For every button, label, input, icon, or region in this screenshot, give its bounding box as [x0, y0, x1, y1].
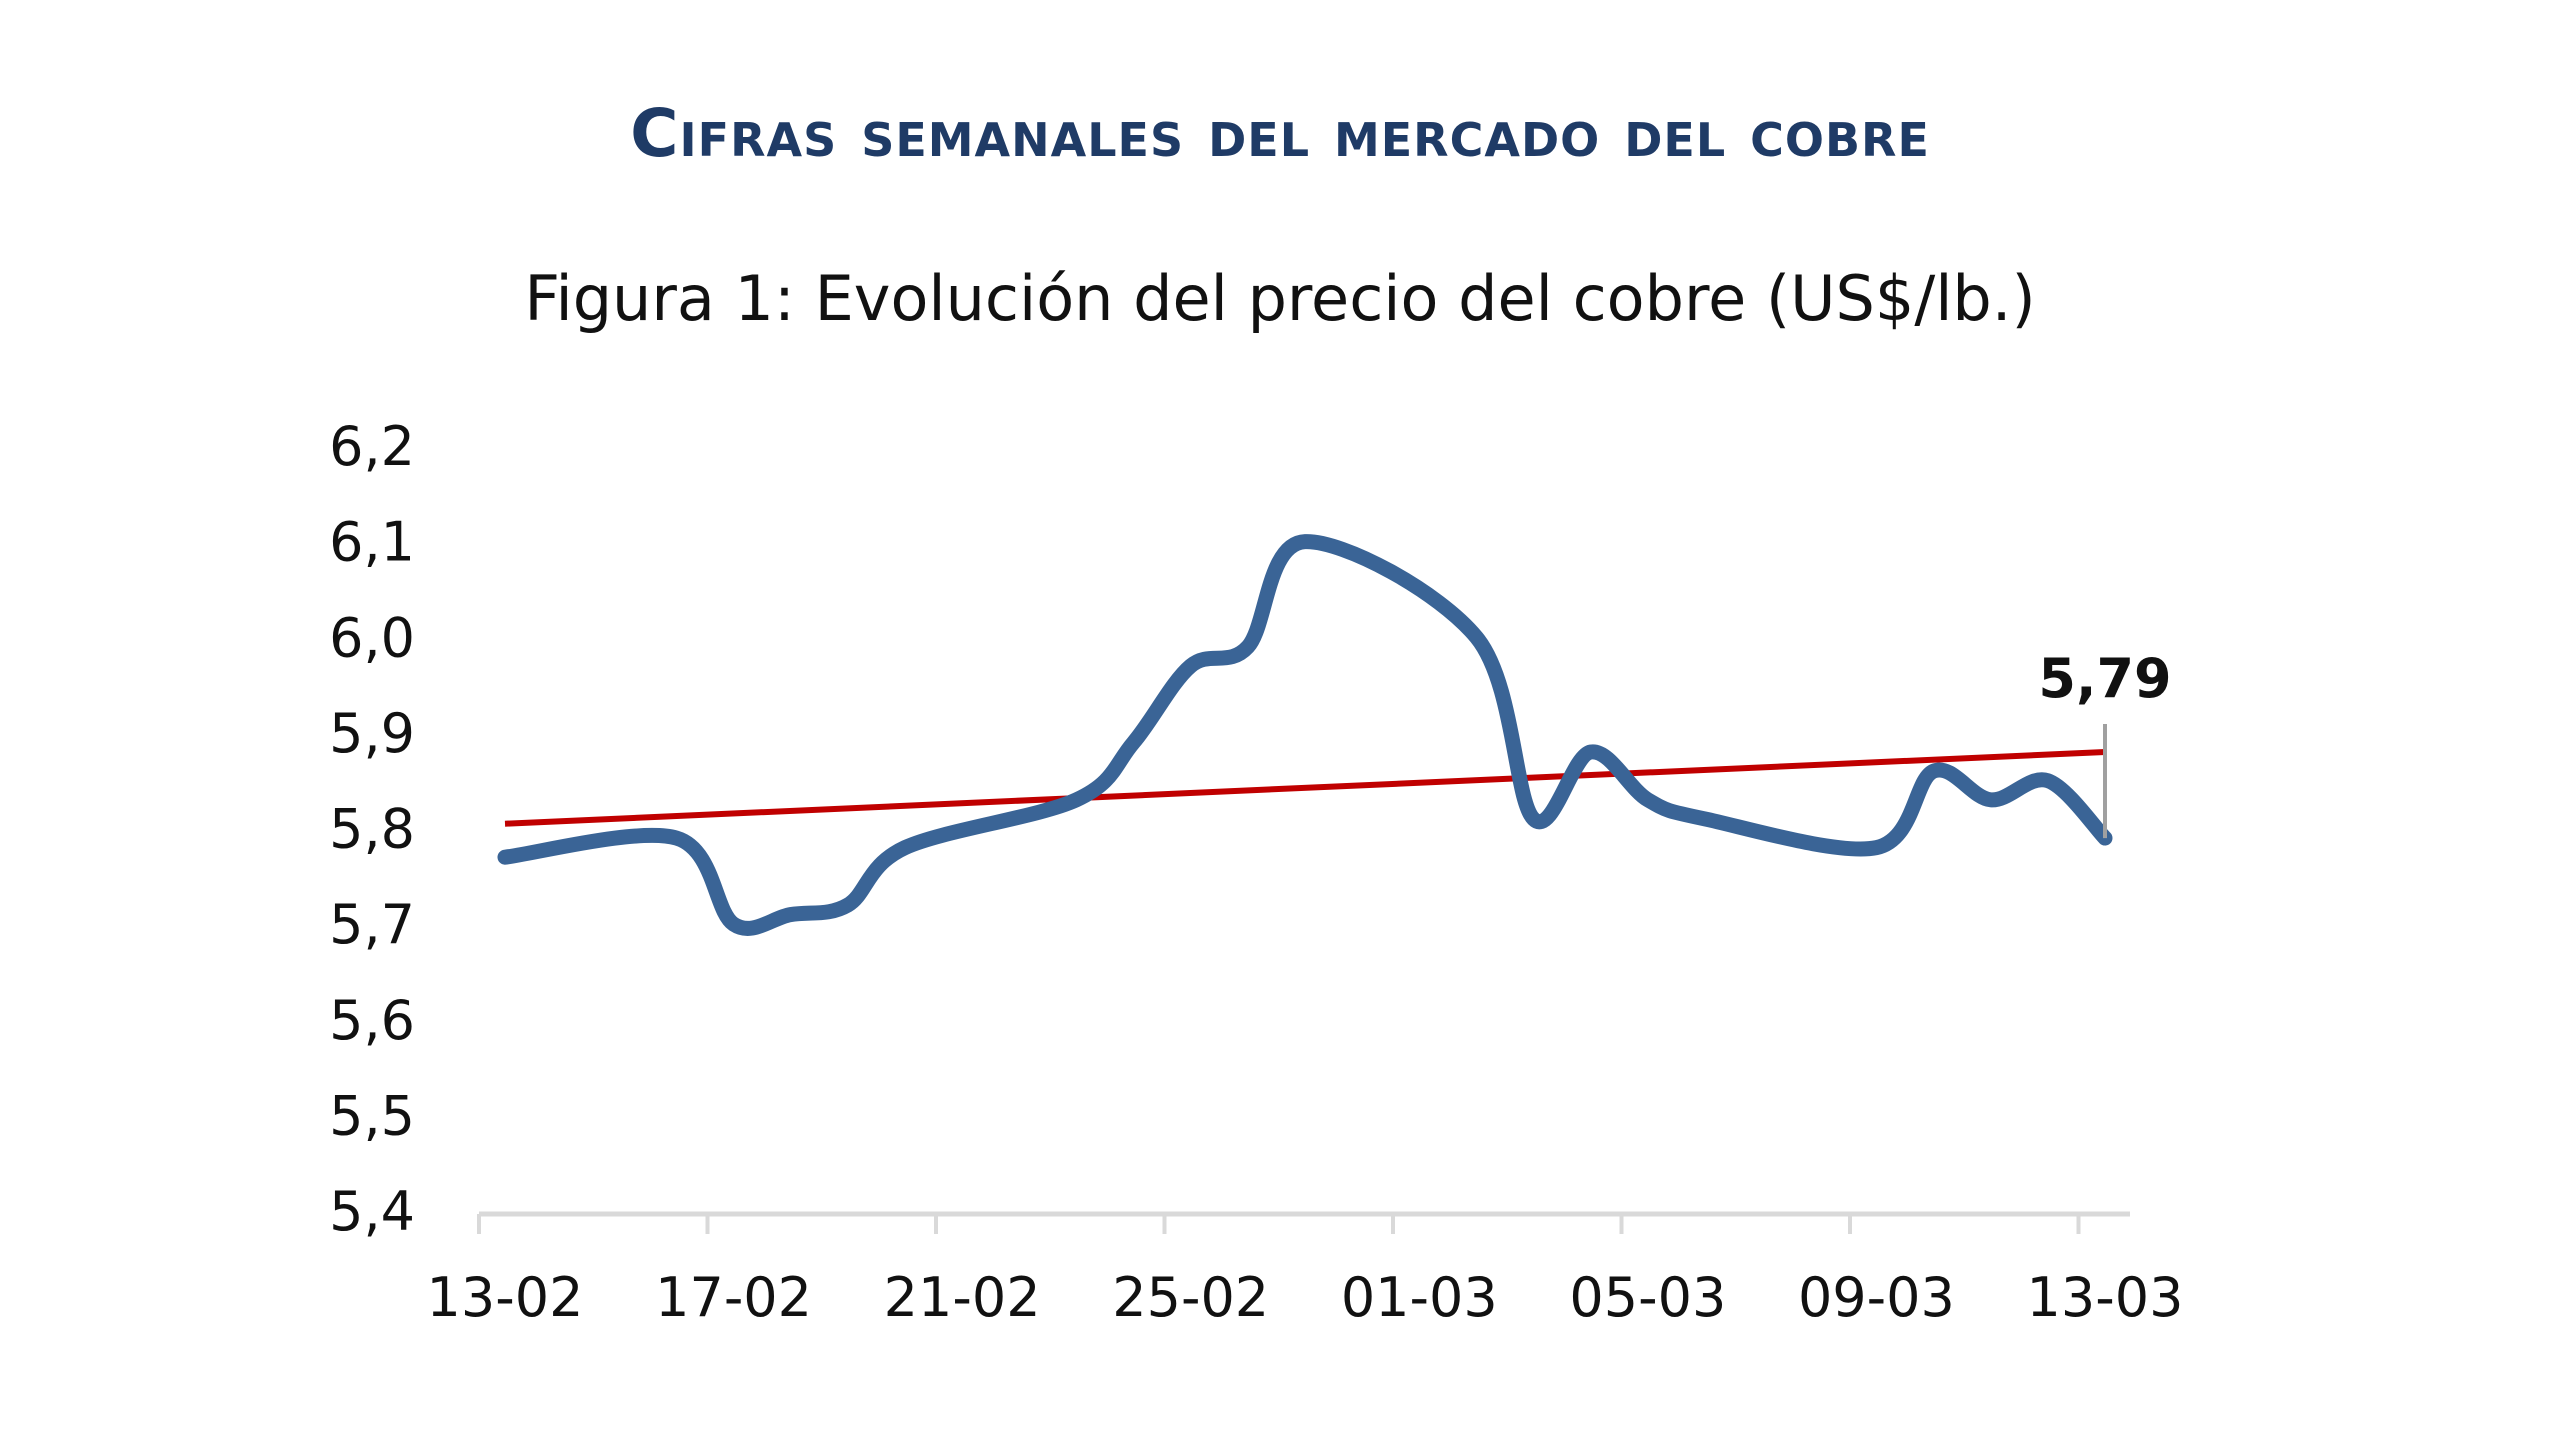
x-tick-label: 21-02 [884, 1266, 1041, 1329]
x-tick-label: 05-03 [1569, 1266, 1726, 1329]
x-tick-label: 09-03 [1798, 1266, 1955, 1329]
y-tick-label: 6,2 [329, 415, 415, 478]
x-tick-label: 13-02 [427, 1266, 584, 1329]
y-tick-label: 5,5 [329, 1084, 415, 1147]
last-value-label: 5,79 [2038, 647, 2171, 710]
x-axis: 13-02 17-02 21-02 25-02 01-03 05-03 09-03 13-03 [427, 1211, 2184, 1329]
y-tick-label: 5,8 [329, 798, 415, 861]
y-tick-label: 5,4 [329, 1180, 415, 1243]
y-tick-label: 6,0 [329, 606, 415, 669]
price-line [497, 534, 2113, 936]
chart-title: Figura 1: Evolución del precio del cobre… [524, 262, 2036, 335]
y-axis: 6,2 6,1 6,0 5,9 5,8 5,7 5,6 5,5 5,4 [329, 415, 415, 1243]
x-tick-label: 13-03 [2027, 1266, 2184, 1329]
x-tick-label: 01-03 [1341, 1266, 1498, 1329]
x-tick-label: 17-02 [655, 1266, 812, 1329]
y-tick-label: 5,9 [329, 702, 415, 765]
x-tick-label: 25-02 [1112, 1266, 1269, 1329]
y-tick-label: 6,1 [329, 511, 415, 574]
trend-line [504, 749, 2106, 827]
y-tick-label: 5,6 [329, 989, 415, 1052]
page-title: Cifras semanales del mercado del cobre [630, 95, 1930, 172]
y-tick-label: 5,7 [329, 893, 415, 956]
